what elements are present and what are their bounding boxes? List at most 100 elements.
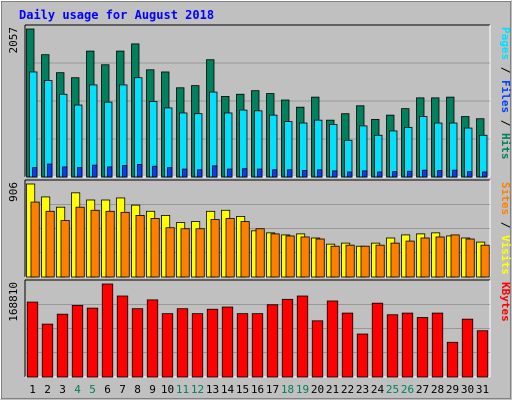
bar-kbytes: [251, 313, 264, 378]
bar-kbytes: [386, 314, 399, 378]
bar-kbytes: [236, 313, 249, 378]
bar-files: [344, 139, 353, 178]
x-tick-label: 28: [431, 383, 444, 396]
bar-sites: [390, 242, 400, 278]
legend-segment: /: [499, 113, 512, 133]
x-tick-label: 23: [356, 383, 369, 396]
bar-pages: [347, 171, 353, 178]
bar-kbytes: [296, 295, 309, 378]
bar-kbytes: [26, 301, 39, 378]
bar-files: [149, 101, 158, 178]
legend-segment: Sites: [499, 182, 512, 215]
bar-pages: [182, 168, 188, 178]
bar-pages: [122, 165, 128, 178]
panel-ymax-label: 2057: [7, 27, 20, 54]
x-tick-label: 16: [251, 383, 264, 396]
bar-sites: [300, 236, 310, 278]
panel-bars: [26, 183, 490, 278]
bar-files: [284, 121, 293, 178]
x-tick-label: 9: [149, 383, 156, 396]
legend-segment: Pages: [499, 27, 512, 60]
bar-pages: [392, 171, 398, 178]
bar-kbytes: [446, 341, 459, 378]
x-tick-label: 14: [221, 383, 235, 396]
bar-sites: [480, 244, 490, 278]
bar-pages: [167, 167, 173, 178]
bar-sites: [180, 228, 190, 278]
bar-files: [44, 80, 53, 178]
bar-files: [254, 110, 263, 178]
bar-kbytes: [401, 312, 414, 378]
x-tick-label: 30: [461, 383, 474, 396]
bar-kbytes: [326, 300, 339, 378]
bar-sites: [30, 201, 40, 278]
bar-files: [269, 114, 278, 178]
x-tick-label: 15: [236, 383, 249, 396]
bar-files: [329, 124, 338, 178]
bar-sites: [465, 238, 475, 278]
bar-files: [434, 122, 443, 178]
bar-kbytes: [161, 313, 174, 378]
bar-kbytes: [311, 320, 324, 378]
x-tick-label: 19: [296, 383, 309, 396]
bar-pages: [317, 169, 323, 178]
bar-kbytes: [131, 308, 144, 378]
panel-bars: [26, 283, 489, 378]
x-tick-label: 2: [44, 383, 51, 396]
bar-sites: [405, 240, 415, 278]
bar-pages: [362, 170, 368, 178]
x-tick-label: 4: [74, 383, 81, 396]
x-tick-label: 1: [29, 383, 36, 396]
bar-kbytes: [56, 313, 69, 378]
panel-kbytes: 168810 KBytes: [7, 279, 512, 378]
bar-kbytes: [116, 295, 129, 378]
bar-sites: [90, 209, 100, 278]
bar-kbytes: [101, 283, 114, 378]
x-tick-label: 26: [401, 383, 414, 396]
bar-sites: [285, 235, 295, 278]
bar-pages: [332, 170, 338, 178]
legend-segment: KBytes: [499, 282, 512, 322]
bar-kbytes: [341, 312, 354, 378]
bar-sites: [255, 228, 265, 278]
bar-sites: [60, 220, 70, 278]
bar-files: [449, 122, 458, 178]
x-tick-label: 6: [104, 383, 111, 396]
bar-pages: [482, 171, 488, 178]
bar-pages: [92, 164, 98, 178]
bar-pages: [467, 171, 473, 178]
bar-files: [359, 125, 368, 178]
bar-sites: [45, 210, 55, 278]
legend-segment: /: [499, 60, 512, 80]
bar-pages: [212, 165, 218, 178]
bar-kbytes: [476, 330, 489, 378]
bar-pages: [32, 167, 38, 178]
bar-files: [74, 104, 83, 178]
bar-pages: [62, 166, 68, 178]
bar-pages: [287, 169, 293, 178]
bar-files: [29, 71, 38, 178]
bar-sites: [195, 228, 205, 278]
bar-kbytes: [146, 299, 159, 378]
x-tick-label: 31: [476, 383, 489, 396]
x-tick-label: 24: [371, 383, 385, 396]
bar-sites: [360, 245, 370, 278]
bar-kbytes: [371, 302, 384, 378]
bar-files: [374, 134, 383, 178]
x-tick-label: 13: [206, 383, 219, 396]
bar-pages: [47, 163, 53, 178]
bar-files: [224, 112, 233, 178]
bar-sites: [315, 238, 325, 278]
bar-pages: [422, 169, 428, 178]
x-tick-label: 20: [311, 383, 324, 396]
x-tick-label: 21: [326, 383, 339, 396]
bar-pages: [152, 165, 158, 178]
legend-segment: Visits: [499, 235, 512, 275]
bar-sites: [420, 237, 430, 278]
x-tick-label: 11: [176, 383, 189, 396]
bar-files: [404, 126, 413, 178]
bar-pages: [242, 168, 248, 178]
bar-files: [209, 91, 218, 178]
bar-sites: [150, 218, 160, 278]
